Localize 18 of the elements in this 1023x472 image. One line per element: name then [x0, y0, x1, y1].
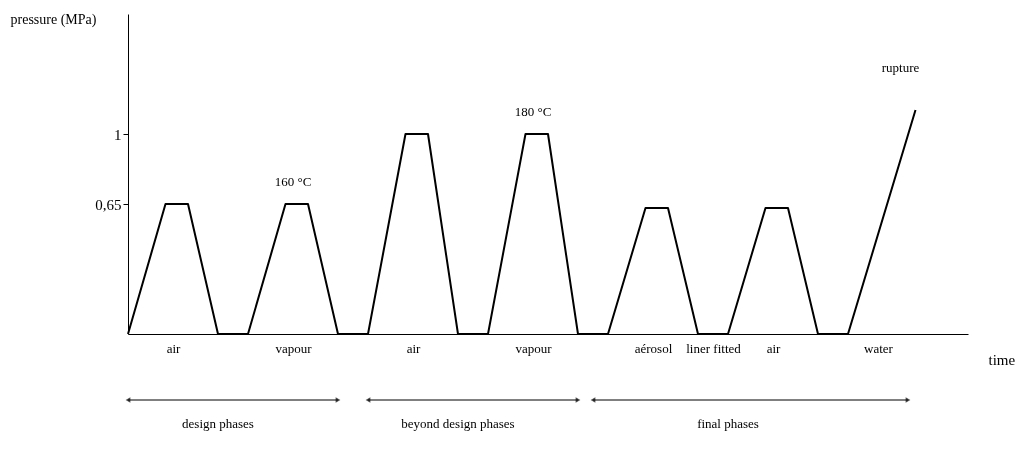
- text: beyond design phases: [401, 416, 515, 431]
- x-axis-title: time: [988, 351, 1016, 368]
- annotation: rupture: [881, 60, 920, 75]
- x-tick-label: air: [766, 340, 782, 356]
- x-tick-label: air: [166, 340, 182, 356]
- y-tick-label: 0,65: [95, 196, 122, 213]
- annotation: 180 °C: [514, 104, 552, 119]
- x-tick-label: air: [406, 340, 422, 356]
- x-tick-label: aérosol: [634, 340, 673, 356]
- text: design phases: [182, 416, 254, 431]
- y-axis-title: pressure (MPa): [10, 11, 97, 28]
- y-tick-label: 1: [114, 126, 122, 143]
- x-tick-label: vapour: [275, 340, 313, 356]
- x-tick-label: liner fitted: [686, 340, 742, 356]
- annotation: 160 °C: [274, 174, 312, 189]
- x-tick-label: vapour: [515, 340, 553, 356]
- x-tick-label: water: [864, 340, 894, 356]
- text: final phases: [697, 416, 759, 431]
